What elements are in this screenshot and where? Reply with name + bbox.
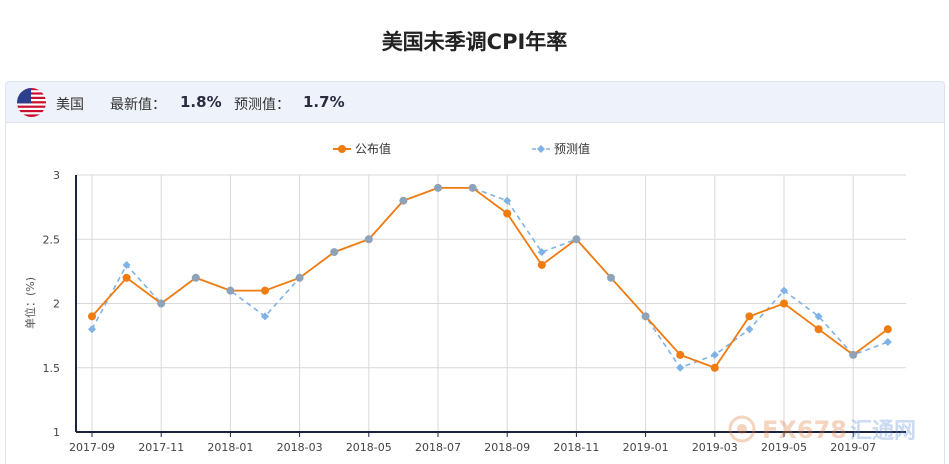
x-tick-label: 2018-11 xyxy=(553,441,599,454)
forecast-point xyxy=(503,196,512,205)
legend-actual-marker xyxy=(338,145,346,153)
x-tick-label: 2018-01 xyxy=(207,441,253,454)
actual-point xyxy=(641,312,650,321)
watermark-brand: FX678 xyxy=(762,416,847,444)
us-flag-icon xyxy=(17,88,46,117)
actual-point xyxy=(676,350,685,359)
actual-point xyxy=(780,299,788,308)
axis-layer: 1 1.5 2 2.5 3 2017-09 2017-11 2018-01 2018-03 201… xyxy=(43,169,906,454)
x-tick-label: 2019-05 xyxy=(761,441,807,454)
forecast-point xyxy=(537,248,546,257)
y-tick-label: 3 xyxy=(53,169,60,182)
actual-point xyxy=(226,286,235,295)
actual-point xyxy=(295,273,304,282)
chart-panel xyxy=(5,123,945,464)
actual-point xyxy=(88,312,96,321)
y-tick-label: 2 xyxy=(53,298,60,311)
y-axis-label: 单位：(%) xyxy=(23,277,37,329)
forecast-point xyxy=(780,286,788,295)
forecast-point xyxy=(710,350,719,359)
actual-point xyxy=(157,299,166,308)
actual-point xyxy=(883,325,892,334)
actual-point xyxy=(503,209,512,218)
x-tick-label: 2019-01 xyxy=(623,441,669,454)
forecast-point xyxy=(883,338,892,347)
forecast-series-line xyxy=(91,187,889,369)
legend-forecast-marker xyxy=(537,145,545,153)
forecast-point xyxy=(676,363,685,372)
actual-point xyxy=(468,183,477,192)
legend-forecast-label: 预测值 xyxy=(554,141,590,156)
x-tick-label: 2018-03 xyxy=(277,441,323,454)
actual-point xyxy=(745,312,754,321)
actual-point xyxy=(572,235,581,244)
forecast-point xyxy=(261,312,269,321)
x-tick-label: 2019-03 xyxy=(692,441,738,454)
series-layer xyxy=(88,183,892,372)
country-label: 美国 xyxy=(56,97,84,113)
actual-point xyxy=(122,273,131,282)
watermark-logo: FX678 汇通网 xyxy=(728,415,916,444)
forecast-value-label: 预测值： xyxy=(234,97,290,113)
y-tick-label: 1.5 xyxy=(43,362,61,375)
watermark-suffix: 汇通网 xyxy=(850,419,916,444)
actual-point xyxy=(814,325,823,334)
forecast-point xyxy=(88,325,96,334)
actual-point xyxy=(364,235,373,244)
indicator-info-bar: 美国 最新值： 1.8% 预测值： 1.7% xyxy=(5,81,945,123)
forecast-point xyxy=(814,312,823,321)
actual-point xyxy=(537,260,546,269)
forecast-value: 1.7% xyxy=(303,93,345,111)
actual-point xyxy=(261,286,269,295)
x-tick-label: 2018-09 xyxy=(484,441,530,454)
actual-point xyxy=(607,273,615,282)
y-tick-label: 1 xyxy=(53,426,60,439)
x-tick-label: 2017-09 xyxy=(69,441,115,454)
page-title: 美国未季调CPI年率 xyxy=(381,30,568,54)
forecast-point xyxy=(122,260,131,269)
latest-value-label: 最新值： xyxy=(110,97,166,113)
actual-point xyxy=(191,273,200,282)
actual-point xyxy=(710,363,719,372)
x-tick-label: 2019-07 xyxy=(830,441,876,454)
legend[interactable]: 公布值 预测值 xyxy=(333,141,590,156)
actual-series-line xyxy=(91,186,889,369)
x-tick-label: 2018-05 xyxy=(346,441,392,454)
x-tick-label: 2018-07 xyxy=(415,441,461,454)
actual-point xyxy=(434,183,442,192)
actual-point xyxy=(330,248,339,257)
forecast-point xyxy=(745,325,754,334)
latest-value: 1.8% xyxy=(180,93,222,111)
actual-point xyxy=(399,196,408,205)
x-tick-label: 2017-11 xyxy=(138,441,184,454)
y-tick-label: 2.5 xyxy=(43,233,61,246)
legend-actual-label: 公布值 xyxy=(355,141,391,156)
actual-point xyxy=(849,350,858,359)
